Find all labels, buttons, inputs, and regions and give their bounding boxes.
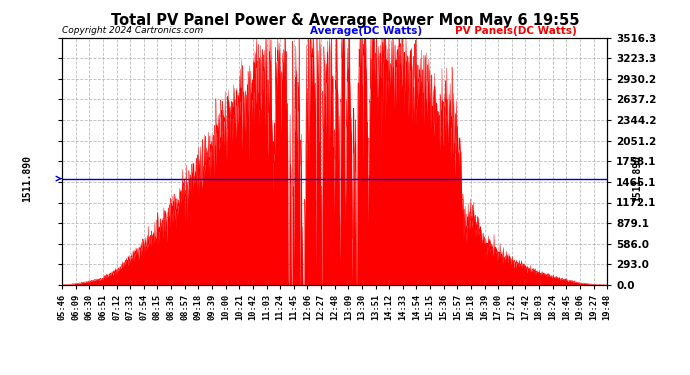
Text: Total PV Panel Power & Average Power Mon May 6 19:55: Total PV Panel Power & Average Power Mon… bbox=[111, 13, 579, 28]
Text: Average(DC Watts): Average(DC Watts) bbox=[310, 26, 422, 36]
Text: PV Panels(DC Watts): PV Panels(DC Watts) bbox=[455, 26, 577, 36]
Text: Copyright 2024 Cartronics.com: Copyright 2024 Cartronics.com bbox=[62, 26, 204, 35]
Text: 1511.890: 1511.890 bbox=[632, 155, 642, 202]
Text: 1511.890: 1511.890 bbox=[21, 155, 32, 202]
